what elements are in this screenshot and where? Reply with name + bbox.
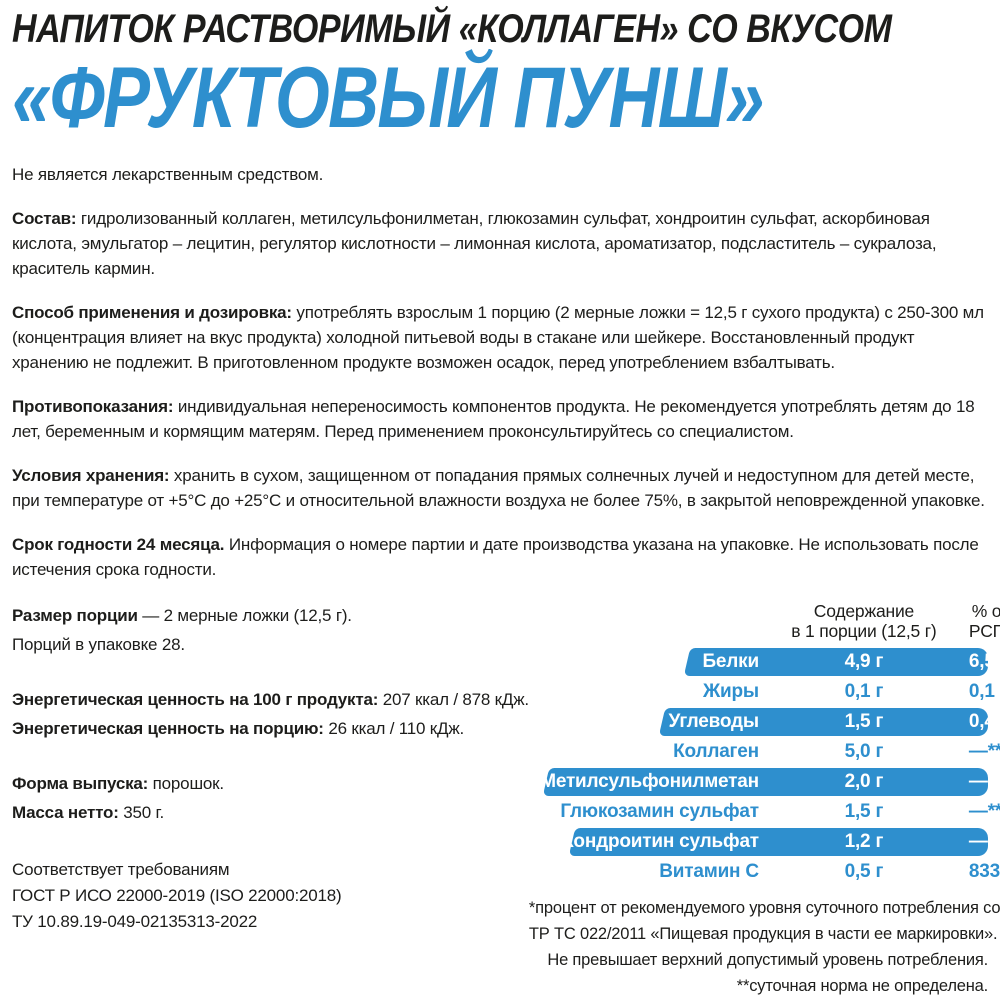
nutrient-amount: 1,5 г (844, 711, 884, 732)
storage-paragraph: Условия хранения: хранить в сухом, защищ… (12, 463, 988, 513)
nutrient-amount: 2,0 г (844, 771, 884, 792)
nutrient-name: Углеводы (668, 711, 760, 732)
table-row: Углеводы 1,5 г 0,4 (529, 707, 995, 737)
row-highlight-bar (670, 708, 988, 736)
nutrient-pct: 833 (968, 861, 1000, 882)
nutrient-amount: 1,2 г (844, 831, 884, 852)
contraindications-text: индивидуальная непереносимость компонент… (12, 397, 975, 441)
footnotes: *процент от рекомендуемого уровня суточн… (528, 895, 1000, 997)
nutrition-table: Содержание в 1 порции (12,5 г) % от РСП*… (528, 601, 1000, 997)
nutrient-amount: 4,9 г (844, 651, 884, 672)
contraindications-paragraph: Противопоказания: индивидуальная неперен… (12, 394, 988, 444)
table-row: Хондроитин сульфат 1,2 г —** (529, 827, 1000, 857)
usage-paragraph: Способ применения и дозировка: употребля… (12, 300, 988, 375)
nutrient-pct: —** (968, 741, 1000, 762)
nutrient-pct: —** (968, 771, 1000, 792)
energy-per-100g-line: Энергетическая ценность на 100 г продукт… (12, 690, 529, 709)
nutrient-pct: —** (968, 801, 1000, 822)
table-row: Витамин C 0,5 г 833 (529, 857, 1000, 887)
composition-paragraph: Состав: гидролизованный коллаген, метилс… (12, 206, 988, 281)
energy-group: Энергетическая ценность на 100 г продукт… (12, 685, 529, 743)
compliance-group: Соответствует требованиям ГОСТ Р ИСО 220… (12, 857, 529, 935)
composition-heading: Состав: (12, 209, 77, 228)
contraindications-heading: Противопоказания: (12, 397, 174, 416)
compliance-line-1: Соответствует требованиям (12, 860, 230, 879)
row-highlight-bar (554, 768, 988, 796)
net-weight-line: Масса нетто: 350 г. (12, 803, 164, 822)
serving-size-group: Размер порции — 2 мерные ложки (12,5 г).… (12, 601, 529, 659)
footnote-line-4: **суточная норма не определена. (736, 977, 988, 995)
nutrient-name: Белки (702, 651, 759, 672)
row-highlight-bar (580, 828, 988, 856)
shelf-life-paragraph: Срок годности 24 месяца. Информация о но… (12, 532, 988, 582)
table-row: Глюкозамин сульфат 1,5 г —** (529, 797, 1000, 827)
nutrient-amount: 0,1 г (844, 681, 884, 702)
nutrient-amount: 5,0 г (844, 741, 884, 762)
nutrient-name: Витамин C (659, 861, 759, 882)
usage-heading: Способ применения и дозировка: (12, 303, 292, 322)
nutrient-pct: 6,5 (968, 651, 995, 672)
composition-text: гидролизованный коллаген, метилсульфонил… (12, 209, 937, 278)
release-form-line: Форма выпуска: порошок. (12, 774, 224, 793)
nutrient-amount: 0,5 г (844, 861, 884, 882)
nutrient-pct: 0,4 (968, 711, 995, 732)
left-column: Размер порции — 2 мерные ложки (12,5 г).… (12, 601, 529, 941)
table-row: Коллаген 5,0 г —** (529, 737, 1000, 767)
storage-text: хранить в сухом, защищенном от попадания… (12, 466, 985, 510)
nutrient-name: Жиры (703, 681, 759, 702)
two-column-area: Размер порции — 2 мерные ложки (12,5 г).… (12, 601, 1000, 997)
shelf-life-text: Информация о номере партии и дате произв… (12, 535, 979, 579)
footnote-line-3: Не превышает верхний допустимый уровень … (547, 951, 988, 969)
product-kicker: НАПИТОК РАСТВОРИМЫЙ «КОЛЛАГЕН» СО ВКУСОМ (12, 7, 892, 51)
column-header-amount: Содержание в 1 порции (12,5 г) (791, 601, 937, 641)
serving-size-line: Размер порции — 2 мерные ложки (12,5 г). (12, 606, 352, 625)
usage-text: употреблять взрослым 1 порцию (2 мерные … (12, 303, 984, 372)
nutrient-pct: 0,1 (968, 681, 995, 702)
table-row: Белки 4,9 г 6,5 (529, 647, 995, 677)
page-title: «ФРУКТОВЫЙ ПУНШ» (12, 50, 764, 146)
energy-per-serving-line: Энергетическая ценность на порцию: 26 кк… (12, 719, 465, 738)
nutrient-name: Глюкозамин сульфат (560, 801, 759, 822)
servings-per-pack-line: Порций в упаковке 28. (12, 635, 185, 654)
footnote-line-2: ТР ТС 022/2011 «Пищевая продукция в част… (528, 925, 998, 943)
nutrient-pct: —** (968, 831, 1000, 852)
form-group: Форма выпуска: порошок. Масса нетто: 350… (12, 769, 529, 827)
table-row: Метилсульфонилметан 2,0 г —** (529, 767, 1000, 797)
column-header-pct: % от РСП* (968, 601, 1000, 641)
header: НАПИТОК РАСТВОРИМЫЙ «КОЛЛАГЕН» СО ВКУСОМ… (12, 6, 988, 146)
storage-heading: Условия хранения: (12, 466, 170, 485)
shelf-life-heading: Срок годности 24 месяца. (12, 535, 225, 554)
disclaimer-text: Не является лекарственным средством. (12, 165, 324, 184)
compliance-line-3: ТУ 10.89.19-049-02135313-2022 (12, 912, 258, 931)
nutrient-amount: 1,5 г (844, 801, 884, 822)
compliance-line-2: ГОСТ Р ИСО 22000-2019 (ISO 22000:2018) (12, 886, 342, 905)
nutrient-name: Хондроитин сульфат (561, 831, 759, 852)
table-row: Жиры 0,1 г 0,1 (529, 677, 995, 707)
row-highlight-bar (695, 648, 988, 676)
footnote-line-1: *процент от рекомендуемого уровня суточн… (528, 899, 1000, 917)
nutrient-name: Коллаген (673, 741, 759, 762)
nutrient-name: Метилсульфонилметан (540, 771, 759, 792)
table-header-row: Содержание в 1 порции (12,5 г) % от РСП* (529, 601, 1000, 641)
